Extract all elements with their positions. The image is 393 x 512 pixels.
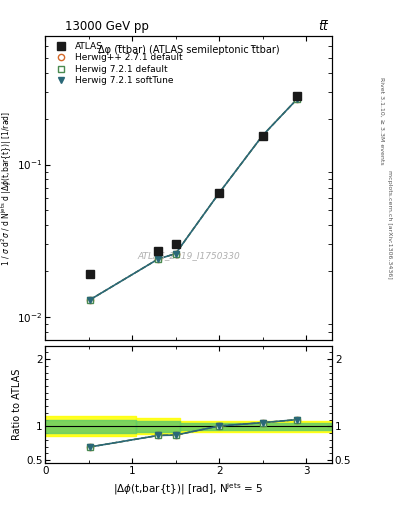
Text: 13000 GeV pp: 13000 GeV pp (65, 20, 149, 33)
Herwig++ 2.7.1 default (260, 133, 265, 139)
Herwig++ 2.7.1 default (217, 190, 221, 196)
Herwig 7.2.1 softTune (217, 190, 221, 196)
Herwig 7.2.1 softTune (88, 296, 93, 303)
Line: Herwig 7.2.1 softTune: Herwig 7.2.1 softTune (87, 96, 300, 303)
Herwig 7.2.1 softTune (295, 96, 300, 102)
Herwig 7.2.1 default (217, 190, 221, 196)
Text: mcplots.cern.ch [arXiv:1306.3436]: mcplots.cern.ch [arXiv:1306.3436] (387, 170, 392, 279)
ATLAS (295, 93, 300, 99)
Herwig 7.2.1 default (260, 133, 265, 139)
Herwig++ 2.7.1 default (88, 296, 93, 303)
Herwig 7.2.1 default (88, 296, 93, 303)
Herwig 7.2.1 default (173, 250, 178, 257)
Herwig 7.2.1 default (295, 96, 300, 102)
Herwig 7.2.1 softTune (173, 250, 178, 257)
ATLAS (173, 241, 178, 247)
Legend: ATLAS, Herwig++ 2.7.1 default, Herwig 7.2.1 default, Herwig 7.2.1 softTune: ATLAS, Herwig++ 2.7.1 default, Herwig 7.… (50, 40, 184, 87)
ATLAS (156, 248, 161, 254)
ATLAS (260, 133, 265, 139)
ATLAS (88, 271, 93, 278)
Line: Herwig 7.2.1 default: Herwig 7.2.1 default (87, 96, 300, 303)
Text: Δφ (t̅tbar) (ATLAS semileptonic t̅tbar): Δφ (t̅tbar) (ATLAS semileptonic t̅tbar) (98, 45, 279, 55)
Y-axis label: 1 / $\sigma$ d$^2\sigma$ / d N$^{\rm jets}$ d |$\Delta\phi$(t,bar{t})| [1/rad]: 1 / $\sigma$ d$^2\sigma$ / d N$^{\rm jet… (0, 111, 14, 266)
Text: Rivet 3.1.10, ≥ 3.3M events: Rivet 3.1.10, ≥ 3.3M events (379, 77, 384, 165)
Herwig++ 2.7.1 default (295, 96, 300, 102)
Herwig++ 2.7.1 default (156, 256, 161, 262)
Line: ATLAS: ATLAS (86, 93, 301, 278)
Herwig 7.2.1 softTune (156, 256, 161, 262)
Herwig++ 2.7.1 default (173, 250, 178, 257)
Herwig 7.2.1 default (156, 256, 161, 262)
Herwig 7.2.1 softTune (260, 133, 265, 139)
ATLAS (217, 190, 221, 196)
Text: ATLAS_2019_I1750330: ATLAS_2019_I1750330 (137, 251, 240, 260)
Y-axis label: Ratio to ATLAS: Ratio to ATLAS (12, 369, 22, 440)
Line: Herwig++ 2.7.1 default: Herwig++ 2.7.1 default (87, 96, 300, 303)
X-axis label: |$\Delta\phi$(t,bar{t})| [rad], N$^{\rm jets}$ = 5: |$\Delta\phi$(t,bar{t})| [rad], N$^{\rm … (114, 482, 264, 498)
Text: tt̅: tt̅ (318, 20, 328, 33)
